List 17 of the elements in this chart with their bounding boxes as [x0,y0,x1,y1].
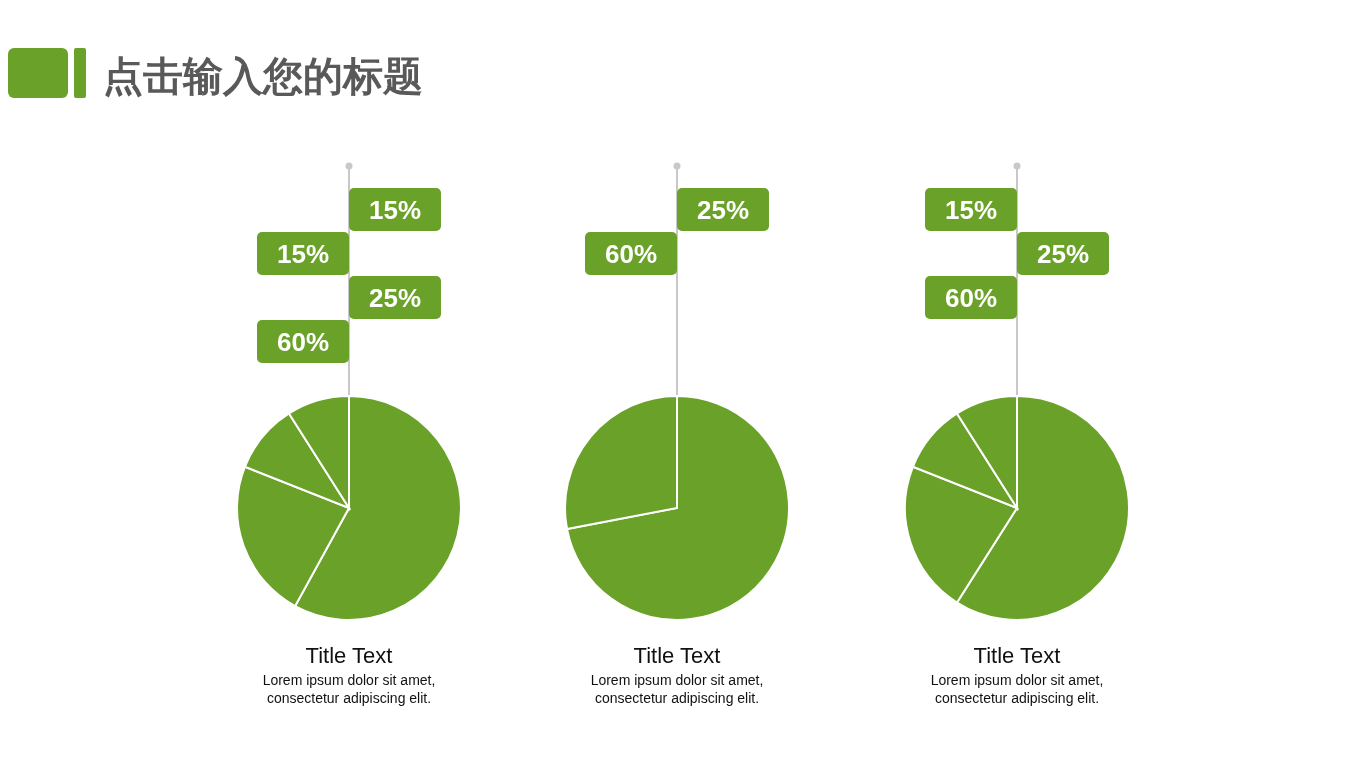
text: Lorem ipsum dolor sit amet, consectetur adipiscing elit. [590,672,764,706]
text: 点击输入您的标题 [103,54,423,98]
text: 15% [944,194,998,225]
text: 60% [944,282,998,313]
text: Title Text [633,643,721,668]
text: 60% [276,326,330,357]
text: Lorem ipsum dolor sit amet, consectetur adipiscing elit. [930,672,1104,706]
text: Lorem ipsum dolor sit amet, consectetur adipiscing elit. [262,672,436,706]
text: 15% [276,238,330,269]
pie-slice [565,395,790,621]
text: 25% [1036,238,1090,269]
text: Title Text [305,643,393,668]
text: 60% [604,238,658,269]
text: Title Text [973,643,1061,668]
text: 25% [368,282,422,313]
text: 15% [368,194,422,225]
text: 25% [696,194,750,225]
